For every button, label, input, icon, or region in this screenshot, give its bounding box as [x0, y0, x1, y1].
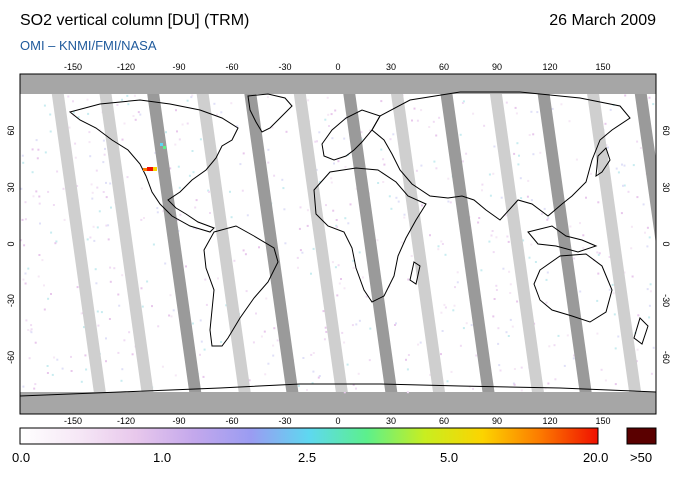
map-credits: OMI – KNMI/FMI/NASA: [20, 38, 157, 53]
colorbar-label-3: 5.0: [440, 450, 459, 465]
lon-tick-bottom: -30: [278, 416, 291, 426]
colorbar-overflow-label: >50: [630, 450, 653, 465]
lon-tick-bottom: -120: [117, 416, 135, 426]
lon-tick-top: 60: [439, 62, 449, 72]
longitude-ticks-bottom: -150 -120 -90 -60 -30 0 30 60 90 120 150: [64, 416, 611, 426]
lon-tick-bottom: 90: [492, 416, 502, 426]
orbit-gap-swath: [587, 94, 642, 392]
lon-tick-top: 0: [335, 62, 340, 72]
lon-tick-top: -150: [64, 62, 82, 72]
colorbar-label-0: 0.0: [12, 450, 31, 465]
lat-tick-left: 60: [6, 126, 16, 136]
lon-tick-bottom: 0: [335, 416, 340, 426]
lon-tick-top: -90: [172, 62, 185, 72]
orbit-gap-swath: [293, 94, 348, 392]
lon-tick-bottom: 150: [595, 416, 610, 426]
asia-outline: [371, 91, 631, 221]
lon-tick-bottom: -60: [225, 416, 238, 426]
lon-tick-top: 90: [492, 62, 502, 72]
japan-outline: [595, 147, 611, 178]
continent-outlines: [20, 91, 656, 397]
colorbar-label-4: 20.0: [583, 450, 609, 465]
antarctica-outline: [20, 383, 656, 397]
lon-tick-bottom: 120: [542, 416, 557, 426]
new-zealand-outline: [633, 317, 649, 345]
colorbar-label-2: 2.5: [298, 450, 317, 465]
africa-outline: [313, 167, 427, 303]
lon-tick-top: 120: [542, 62, 557, 72]
lat-tick-right: 60: [661, 126, 671, 136]
orbit-gap-swath: [537, 94, 592, 392]
orbit-gap-swath: [489, 94, 544, 392]
madagascar-outline: [409, 261, 421, 285]
lon-tick-top: -60: [225, 62, 238, 72]
lat-tick-left: 0: [6, 241, 16, 246]
colorbar: [19, 427, 599, 445]
lat-tick-right: -60: [661, 351, 671, 364]
europe-outline: [321, 109, 381, 161]
south-america-outline: [203, 225, 279, 347]
lat-tick-left: 30: [6, 182, 16, 192]
so2-hotspot: [143, 143, 166, 171]
lon-tick-bottom: -150: [64, 416, 82, 426]
latitude-ticks-left: 60 30 0 -30 -60: [6, 126, 16, 364]
lon-tick-top: -120: [117, 62, 135, 72]
map-title: SO2 vertical column [DU] (TRM): [20, 12, 250, 29]
latitude-ticks-right: 60 30 0 -30 -60: [661, 126, 671, 364]
orbit-gap-swath: [196, 94, 251, 392]
north-america-outline: [68, 99, 239, 233]
lat-tick-right: -30: [661, 294, 671, 307]
lon-tick-bottom: -90: [172, 416, 185, 426]
orbit-gap-swath: [634, 94, 656, 245]
southeast-asia-islands-outline: [527, 225, 598, 253]
lon-tick-top: 30: [386, 62, 396, 72]
lon-tick-bottom: 30: [386, 416, 396, 426]
orbit-gap-swath: [391, 94, 445, 392]
map-date: 26 March 2009: [549, 12, 656, 29]
north-polar-band: [20, 74, 656, 94]
lat-tick-right: 0: [661, 241, 671, 246]
orbit-gap-swath: [440, 94, 495, 392]
south-polar-band: [20, 392, 656, 414]
lon-tick-bottom: 60: [439, 416, 449, 426]
lat-tick-right: 30: [661, 182, 671, 192]
longitude-ticks-top: -150 -120 -90 -60 -30 0 30 60 90 120 150: [64, 62, 611, 72]
colorbar-label-1: 1.0: [153, 450, 172, 465]
australia-outline: [533, 253, 613, 323]
orbit-gap-swath: [99, 94, 154, 392]
map-border: [19, 73, 657, 415]
orbit-gap-swath: [244, 94, 299, 392]
lat-tick-left: -30: [6, 294, 16, 307]
orbit-gap-swath: [147, 94, 202, 392]
greenland-outline: [247, 93, 293, 133]
lon-tick-top: 150: [595, 62, 610, 72]
orbit-gap-swath: [51, 94, 106, 392]
colorbar-overflow-box: [626, 427, 657, 445]
lon-tick-top: -30: [278, 62, 291, 72]
lat-tick-left: -60: [6, 351, 16, 364]
